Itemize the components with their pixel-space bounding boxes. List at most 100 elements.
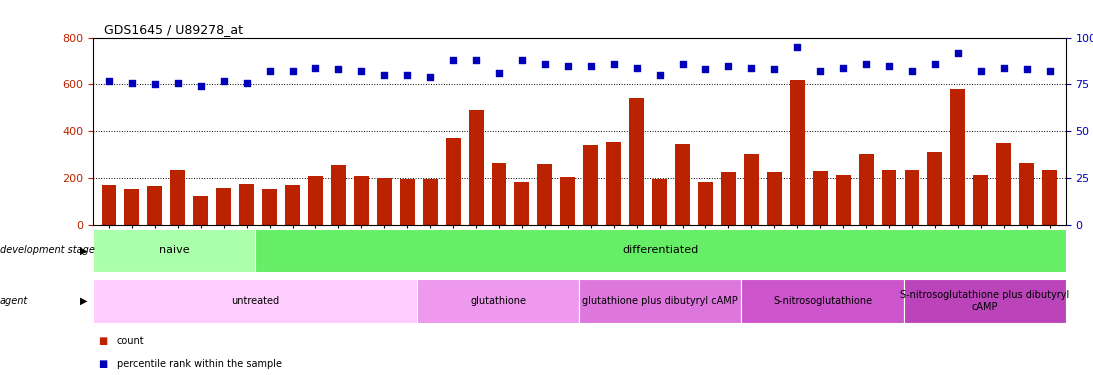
Point (353, 68, 371, 74)
Bar (584, 146, 598, 225)
Point (101, 78, 118, 84)
Bar (1019, 163, 1034, 225)
Bar (675, 144, 690, 225)
Text: count: count (117, 336, 144, 346)
Point (581, 63, 599, 69)
Point (307, 64, 325, 70)
Text: ▶: ▶ (80, 296, 87, 306)
Text: untreated: untreated (231, 296, 279, 306)
Text: S-nitrosoglutathione plus dibutyryl
cAMP: S-nitrosoglutathione plus dibutyryl cAMP (900, 290, 1069, 312)
Bar (630, 99, 644, 225)
Point (514, 57, 531, 63)
Text: S-nitrosoglutathione: S-nitrosoglutathione (773, 296, 872, 306)
Point (330, 66, 348, 72)
Bar (285, 185, 299, 225)
Point (742, 64, 760, 70)
Bar (579, 279, 741, 322)
Point (422, 74, 439, 80)
Bar (721, 172, 736, 225)
Bar (882, 170, 896, 225)
Point (124, 80, 141, 86)
Bar (102, 185, 117, 225)
Point (537, 61, 554, 67)
Point (627, 64, 645, 70)
Bar (93, 229, 255, 272)
Point (765, 66, 783, 72)
Text: differentiated: differentiated (622, 245, 698, 255)
Bar (1042, 170, 1057, 225)
Text: ■: ■ (98, 359, 107, 369)
Bar (216, 188, 231, 225)
Bar (859, 153, 873, 225)
Text: ▶: ▶ (80, 245, 87, 255)
Bar (928, 152, 942, 225)
Point (834, 64, 851, 70)
Bar (515, 182, 529, 225)
Bar (93, 279, 418, 322)
Bar (836, 175, 850, 225)
Bar (905, 170, 919, 225)
Point (284, 68, 302, 74)
Point (650, 72, 668, 78)
Bar (741, 279, 904, 322)
Bar (125, 189, 140, 225)
Point (376, 72, 393, 78)
Bar (698, 182, 713, 225)
Point (146, 81, 164, 87)
Point (926, 61, 943, 67)
Point (880, 63, 897, 69)
Point (491, 70, 508, 76)
Bar (744, 153, 759, 225)
Bar (171, 170, 185, 225)
Point (903, 68, 920, 74)
Bar (974, 175, 988, 225)
Text: percentile rank within the sample: percentile rank within the sample (117, 359, 282, 369)
Bar (255, 229, 1066, 272)
Point (468, 57, 485, 63)
Bar (653, 179, 667, 225)
Point (949, 50, 966, 55)
Point (169, 80, 187, 86)
Bar (997, 143, 1011, 225)
Bar (492, 163, 506, 225)
Bar (561, 177, 575, 225)
Bar (400, 179, 414, 225)
Bar (904, 279, 1066, 322)
Bar (308, 176, 322, 225)
Point (560, 63, 577, 69)
Point (788, 44, 806, 50)
Bar (354, 176, 368, 225)
Point (995, 64, 1012, 70)
Point (261, 68, 279, 74)
Bar (193, 196, 208, 225)
Bar (262, 189, 277, 225)
Point (972, 68, 989, 74)
Text: ■: ■ (98, 336, 107, 346)
Text: glutathione: glutathione (470, 296, 526, 306)
Point (215, 78, 233, 84)
Bar (331, 165, 345, 225)
Bar (607, 142, 621, 225)
Bar (377, 178, 391, 225)
Bar (239, 184, 254, 225)
Bar (538, 164, 552, 225)
Point (192, 83, 210, 89)
Bar (423, 179, 437, 225)
Point (811, 68, 828, 74)
Point (696, 66, 714, 72)
Bar (469, 110, 483, 225)
Point (719, 63, 737, 69)
Text: GDS1645 / U89278_at: GDS1645 / U89278_at (104, 22, 243, 36)
Point (1018, 66, 1035, 72)
Bar (951, 89, 965, 225)
Text: naive: naive (158, 245, 189, 255)
Bar (813, 171, 827, 225)
Point (399, 72, 416, 78)
Point (857, 61, 874, 67)
Point (604, 61, 622, 67)
Bar (148, 186, 162, 225)
Point (445, 57, 462, 63)
Bar (418, 279, 579, 322)
Point (238, 80, 256, 86)
Bar (790, 80, 804, 225)
